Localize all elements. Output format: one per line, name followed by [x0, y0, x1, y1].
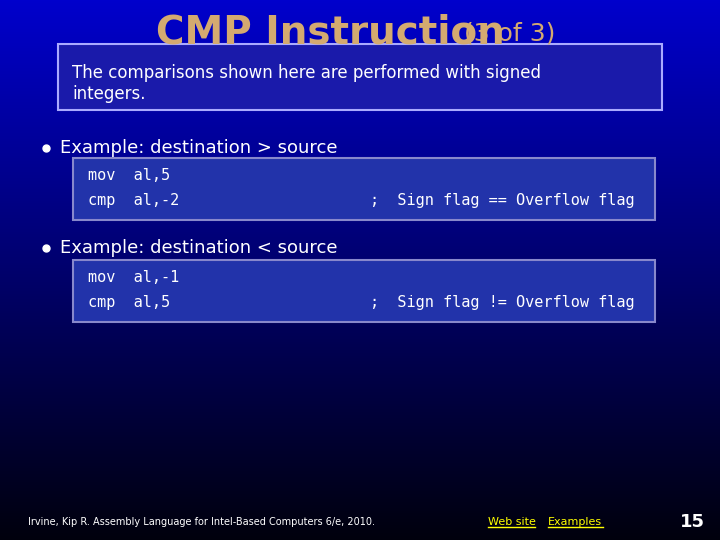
- Text: Example: destination > source: Example: destination > source: [60, 139, 338, 157]
- Text: cmp  al,-2: cmp al,-2: [88, 193, 179, 208]
- FancyBboxPatch shape: [73, 158, 655, 220]
- Text: Web site: Web site: [488, 517, 536, 527]
- Text: 15: 15: [680, 513, 704, 531]
- Text: integers.: integers.: [72, 85, 145, 103]
- Text: (3 of 3): (3 of 3): [464, 21, 556, 45]
- Text: ;  Sign flag == Overflow flag: ; Sign flag == Overflow flag: [370, 193, 634, 208]
- Text: CMP Instruction: CMP Instruction: [156, 14, 505, 52]
- Text: cmp  al,5: cmp al,5: [88, 295, 170, 310]
- Text: ;  Sign flag != Overflow flag: ; Sign flag != Overflow flag: [370, 295, 634, 310]
- Text: Example: destination < source: Example: destination < source: [60, 239, 338, 257]
- Text: mov  al,-1: mov al,-1: [88, 271, 179, 286]
- Text: Examples: Examples: [548, 517, 602, 527]
- Text: The comparisons shown here are performed with signed: The comparisons shown here are performed…: [72, 64, 541, 82]
- Text: Irvine, Kip R. Assembly Language for Intel-Based Computers 6/e, 2010.: Irvine, Kip R. Assembly Language for Int…: [28, 517, 375, 527]
- Text: mov  al,5: mov al,5: [88, 168, 170, 184]
- FancyBboxPatch shape: [58, 44, 662, 110]
- FancyBboxPatch shape: [73, 260, 655, 322]
